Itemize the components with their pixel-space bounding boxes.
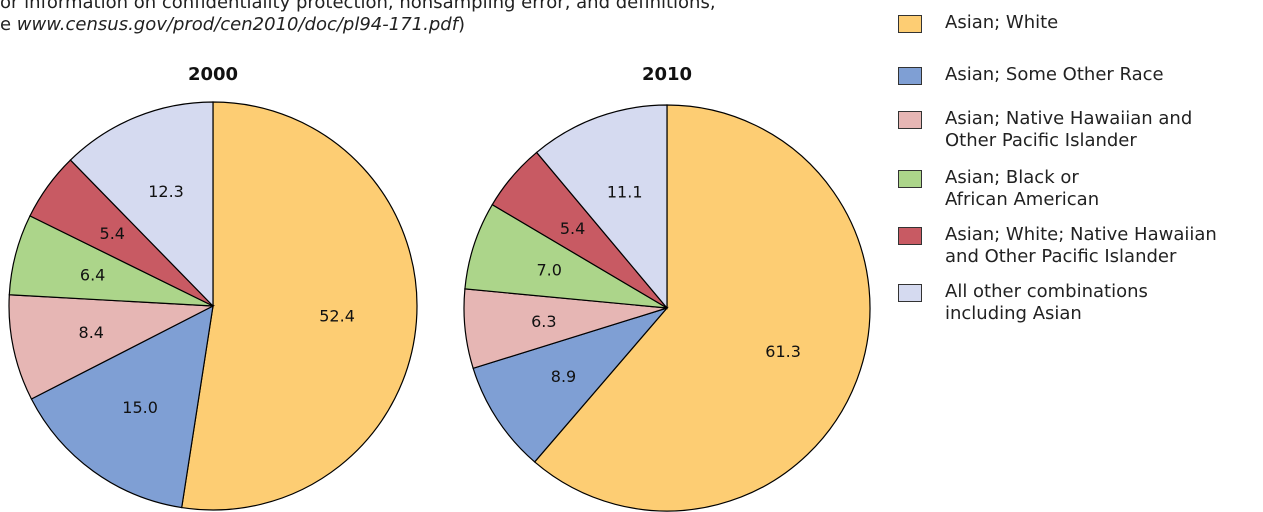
note-line: or information on confidentiality protec… [0,0,716,13]
legend-swatch [898,170,922,188]
charts: 2000 52.4 15.0 8.4 6.4 5.4 12.3 2010 61.3 8.9 6.3 7… [8,64,871,512]
legend-swatch [898,15,922,33]
data-label: 8.4 [79,323,104,342]
pie-slice [472,306,669,463]
pie-slice [69,101,214,308]
legend-entry: Asian; Some Other Race [898,64,1164,86]
data-label: 8.9 [551,367,576,386]
pie-slice [181,101,418,511]
pie-slice [8,294,216,400]
note-text: ) [458,14,466,35]
legend-label: All other combinations including Asian [945,281,1148,324]
data-label: 7.0 [537,261,562,280]
legend-label: Asian; Native Hawaiian and Other Pacific… [945,108,1193,151]
legend-entry: Asian; White; Native Hawaiian and Other … [898,224,1217,268]
legend-swatch [898,111,922,129]
note-line: e www.census.gov/prod/cen2010/doc/pl94-1… [0,14,465,35]
legend-swatch [898,227,922,245]
legend-label: Asian; White; Native Hawaiian and Other … [945,224,1217,267]
data-label: 52.4 [319,307,355,326]
legend-entry: All other combinations including Asian [898,281,1148,325]
data-label: 5.4 [560,219,585,238]
legend-label: Asian; Black or African American [945,167,1100,210]
pie-slice [30,304,214,509]
legend-entry: Asian; White [898,12,1058,34]
legend-label: Asian; White [945,12,1059,33]
data-label: 61.3 [765,342,801,361]
note-text: e [0,14,17,35]
data-label: 6.4 [80,265,105,284]
pie-slice [533,104,871,512]
chart-title: 2000 [188,64,238,85]
legend-entry: Asian; Native Hawaiian and Other Pacific… [898,108,1192,152]
data-label: 12.3 [148,182,184,201]
data-label: 5.4 [100,224,125,243]
chart-title: 2010 [642,64,692,85]
pie-slice [535,104,668,310]
legend-swatch [898,284,922,302]
legend-entry: Asian; Black or African American [898,167,1099,211]
legend-label: Asian; Some Other Race [945,64,1164,85]
data-label: 11.1 [607,183,643,202]
legend-swatch [898,67,922,85]
data-label: 15.0 [122,398,158,417]
note-url: www.census.gov/prod/cen2010/doc/pl94-171… [16,14,459,35]
data-label: 6.3 [531,312,556,331]
